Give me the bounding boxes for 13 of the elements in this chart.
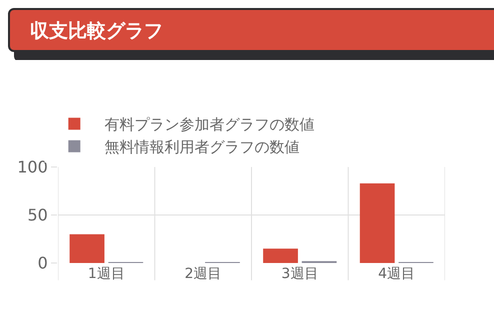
y-tick-label: 0	[38, 254, 48, 273]
bar	[263, 248, 298, 263]
x-tick-label: 2週目	[184, 266, 222, 282]
y-tick-label: 50	[27, 206, 48, 225]
x-tick-label: 3週目	[281, 266, 318, 282]
x-tick-label: 1週目	[88, 266, 125, 282]
chart-title: 収支比較グラフ	[30, 19, 163, 44]
y-tick-label: 100	[17, 158, 48, 177]
bar	[360, 183, 395, 263]
legend-label: 無料情報利用者グラフの数値	[104, 138, 300, 156]
bar	[70, 234, 104, 263]
x-tick-label: 4週目	[378, 266, 416, 282]
legend-label: 有料プラン参加者グラフの数値	[104, 116, 314, 134]
